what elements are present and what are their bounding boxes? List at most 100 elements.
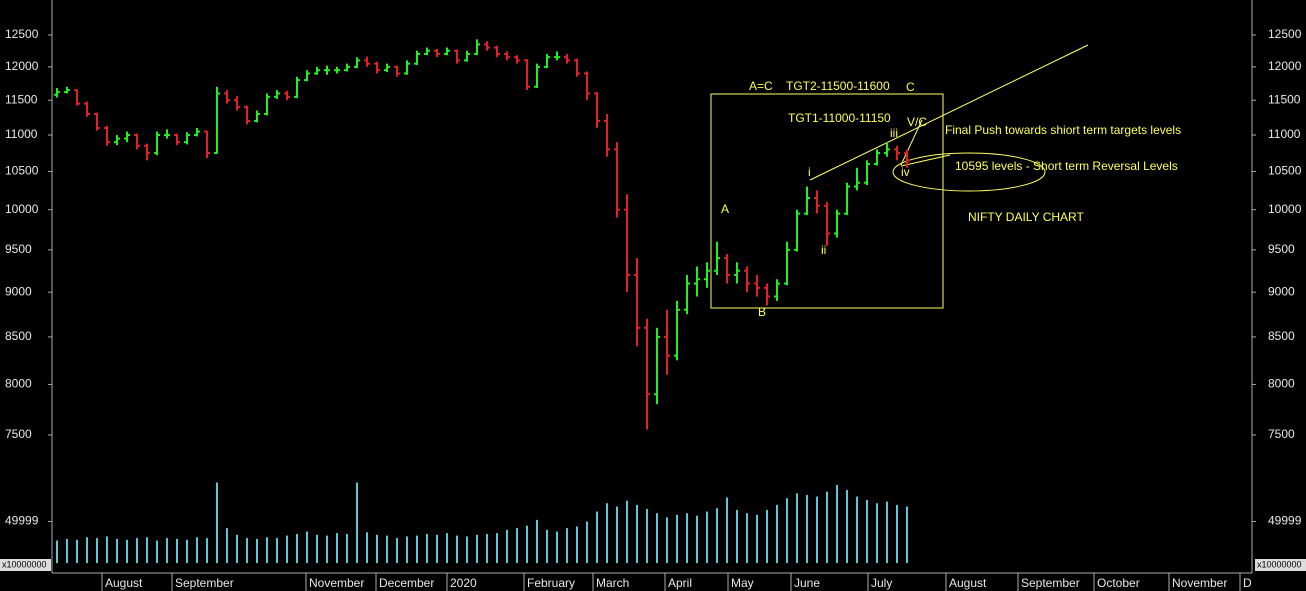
volume-bar: [416, 535, 418, 563]
y-tick-label: 10500: [1268, 164, 1302, 178]
volume-bar: [756, 514, 758, 563]
volume-bar: [856, 496, 858, 563]
x-tick-label: December: [379, 576, 434, 590]
volume-bar: [726, 497, 728, 563]
volume-bar: [906, 506, 908, 563]
volume-bar: [556, 531, 558, 563]
volume-bar: [336, 533, 338, 563]
volume-bar: [846, 489, 848, 563]
x-tick-label: September: [1021, 576, 1080, 590]
volume-bar: [436, 534, 438, 563]
volume-bar: [126, 539, 128, 563]
volume-bar: [316, 534, 318, 563]
y-tick-label: 11000: [1268, 127, 1301, 141]
unit-box: [1255, 559, 1306, 571]
y-tick-label: 11500: [5, 92, 38, 106]
volume-bar: [56, 540, 58, 563]
volume-bar: [106, 536, 108, 563]
unit-box: [0, 559, 51, 571]
volume-bar: [176, 538, 178, 563]
volume-bar: [866, 499, 868, 563]
volume-bar: [526, 525, 528, 563]
y-tick-label: 12000: [5, 59, 39, 73]
y-tick-label: 7500: [1268, 427, 1295, 441]
annotation: TGT1-11000-11150: [788, 111, 891, 125]
volume-bar: [186, 539, 188, 563]
annotation: A=C: [749, 79, 773, 93]
x-tick-label: November: [1172, 576, 1227, 590]
volume-bar: [546, 529, 548, 563]
annotation: NIFTY DAILY CHART: [968, 210, 1084, 224]
volume-bar: [516, 528, 518, 563]
annotation: i: [808, 165, 811, 179]
y-tick-label: 8000: [1268, 377, 1295, 391]
trend-line: [809, 44, 1089, 181]
volume-bar: [656, 513, 658, 563]
x-tick-label: August: [105, 576, 143, 590]
annotation: Final Push towards shiort term targets l…: [945, 123, 1181, 137]
volume-bar: [446, 533, 448, 563]
y-tick-label: 11500: [1268, 92, 1301, 106]
x-tick-label: September: [175, 576, 234, 590]
annotation: A: [721, 202, 729, 216]
volume-bar: [876, 503, 878, 563]
volume-bar: [716, 508, 718, 563]
volume-bar: [606, 503, 608, 563]
volume-bar: [736, 509, 738, 563]
volume-bar: [66, 538, 68, 563]
volume-bar: [306, 531, 308, 563]
volume-bar: [206, 538, 208, 563]
volume-bar: [686, 513, 688, 563]
y-tick-label: 8500: [1268, 329, 1295, 343]
reversal-ellipse: [892, 152, 1046, 192]
x-tick-label: D: [1243, 576, 1252, 590]
volume-bar: [116, 538, 118, 563]
volume-tick-label: 49999: [1268, 514, 1302, 528]
y-tick-label: 7500: [5, 427, 32, 441]
y-tick-label: 10500: [5, 164, 39, 178]
y-tick-label: 12500: [5, 27, 39, 41]
volume-bar: [886, 501, 888, 563]
volume-bar: [86, 537, 88, 563]
volume-unit: x10000000: [1257, 559, 1302, 569]
volume-bar: [696, 515, 698, 563]
volume-bar: [226, 528, 228, 563]
x-tick-label: June: [794, 576, 820, 590]
volume-bar: [766, 509, 768, 563]
volume-bar: [376, 534, 378, 563]
volume-bar: [706, 511, 708, 563]
y-tick-label: 9000: [5, 284, 32, 298]
volume-bar: [146, 537, 148, 563]
target-box: [710, 93, 944, 309]
annotation: iv: [901, 165, 910, 179]
volume-bar: [836, 484, 838, 563]
y-tick-label: 11000: [5, 127, 38, 141]
volume-bar: [466, 536, 468, 563]
y-tick-label: 9000: [1268, 284, 1295, 298]
volume-bar: [596, 511, 598, 563]
volume-bar: [246, 538, 248, 563]
volume-bar: [616, 506, 618, 563]
volume-bar: [96, 538, 98, 563]
x-tick-label: 2020: [450, 576, 477, 590]
x-tick-label: May: [731, 576, 754, 590]
volume-bar: [256, 538, 258, 563]
volume-bar: [356, 482, 358, 563]
volume-bar: [476, 534, 478, 563]
volume-bar: [346, 533, 348, 563]
y-tick-label: 9500: [5, 242, 32, 256]
y-tick-label: 12000: [1268, 59, 1302, 73]
volume-bar: [496, 533, 498, 563]
annotation: TGT2-11500-11600: [786, 79, 890, 93]
volume-bar: [776, 504, 778, 563]
y-tick-label: 8000: [5, 377, 32, 391]
volume-bar: [276, 538, 278, 563]
volume-bar: [236, 534, 238, 563]
x-tick-label: March: [596, 576, 629, 590]
volume-bar: [196, 537, 198, 563]
volume-bar: [536, 519, 538, 563]
volume-bar: [806, 494, 808, 563]
